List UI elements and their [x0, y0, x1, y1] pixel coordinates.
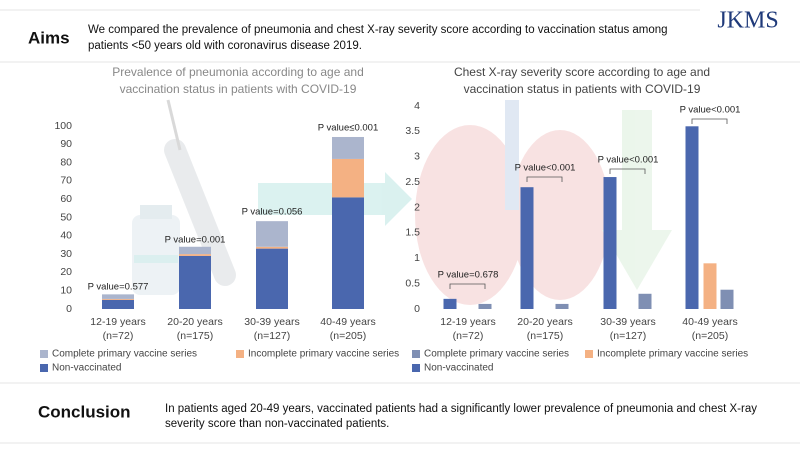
bar	[703, 263, 717, 309]
chart-title: Chest X-ray severity score according to …	[454, 65, 710, 79]
y-tick-label: 40	[60, 230, 72, 242]
x-tick-label: 12-19 years	[440, 316, 495, 328]
legend-label: Complete primary vaccine series	[424, 349, 569, 360]
x-tick-label: 12-19 years	[90, 316, 145, 328]
x-tick-label: (n=205)	[692, 330, 728, 342]
x-tick-label: (n=127)	[610, 330, 646, 342]
y-tick-label: 0	[66, 303, 72, 315]
bar	[685, 126, 699, 309]
legend-swatch	[40, 350, 48, 358]
y-tick-label: 4	[414, 100, 420, 112]
bar	[443, 298, 457, 309]
y-tick-label: 20	[60, 266, 72, 278]
y-tick-label: 60	[60, 193, 72, 205]
legend-swatch	[412, 350, 420, 358]
y-tick-label: 10	[60, 284, 72, 296]
y-tick-label: 80	[60, 156, 72, 168]
y-tick-label: 1	[414, 252, 420, 264]
aims-text: We compared the prevalence of pneumonia …	[88, 24, 668, 36]
bar-segment	[179, 246, 211, 255]
x-tick-label: 30-39 years	[244, 316, 299, 328]
annotation: P value=0.001	[165, 235, 226, 246]
bar-segment	[332, 197, 364, 309]
bracket	[691, 118, 728, 124]
y-tick-label: 2	[414, 201, 420, 213]
bar	[520, 187, 534, 309]
aims-heading: Aims	[28, 28, 70, 47]
x-tick-label: (n=205)	[330, 330, 366, 342]
legend-label: Non-vaccinated	[424, 363, 493, 374]
legend-label: Incomplete primary vaccine series	[597, 349, 748, 360]
bar-segment	[332, 136, 364, 159]
y-tick-label: 90	[60, 138, 72, 150]
conclusion-text: severity score than non-vaccinated patie…	[165, 418, 389, 430]
annotation: P value=0.577	[88, 282, 149, 293]
bracket	[449, 283, 486, 289]
conclusion-text: In patients aged 20-49 years, vaccinated…	[165, 403, 757, 415]
legend-swatch	[412, 364, 420, 372]
conclusion-heading: Conclusion	[38, 402, 131, 421]
aims-text: patients <50 years old with coronavirus …	[88, 40, 362, 52]
bar	[603, 177, 617, 309]
annotation: P value=0.056	[242, 207, 303, 218]
y-tick-label: 0	[414, 303, 420, 315]
y-tick-label: 50	[60, 211, 72, 223]
annotation: P value=0.678	[438, 270, 499, 281]
x-tick-label: 20-20 years	[517, 316, 572, 328]
annotation: P value<0.001	[515, 163, 576, 174]
bar-segment	[256, 248, 288, 309]
legend-label: Complete primary vaccine series	[52, 349, 197, 360]
bar-segment	[102, 294, 134, 299]
x-tick-label: (n=175)	[527, 330, 563, 342]
bar	[555, 303, 569, 309]
y-tick-label: 1.5	[405, 227, 420, 239]
bar-segment	[256, 221, 288, 247]
bar-segment	[102, 298, 134, 300]
x-tick-label: 40-49 years	[682, 316, 737, 328]
bracket	[609, 168, 646, 174]
legend-label: Non-vaccinated	[52, 363, 121, 374]
y-tick-label: 3	[414, 151, 420, 163]
y-tick-label: 3.5	[405, 125, 420, 137]
x-tick-label: (n=175)	[177, 330, 213, 342]
chart-title: vaccination status in patients with COVI…	[464, 82, 701, 96]
x-tick-label: (n=127)	[254, 330, 290, 342]
x-tick-label: 40-49 years	[320, 316, 375, 328]
y-tick-label: 0.5	[405, 277, 420, 289]
x-tick-label: 30-39 years	[600, 316, 655, 328]
annotation: P value<0.001	[598, 155, 659, 166]
legend-swatch	[236, 350, 244, 358]
chart-title: Prevalence of pneumonia according to age…	[112, 65, 364, 79]
x-tick-label: 20-20 years	[167, 316, 222, 328]
x-tick-label: (n=72)	[453, 330, 484, 342]
legend-swatch	[585, 350, 593, 358]
y-tick-label: 100	[54, 120, 72, 132]
bar	[720, 289, 734, 309]
bar-segment	[179, 254, 211, 256]
bar-segment	[179, 255, 211, 309]
y-tick-label: 30	[60, 248, 72, 260]
bar	[638, 293, 652, 309]
annotation: P value≤0.001	[318, 123, 379, 134]
bar-segment	[102, 299, 134, 309]
bar-segment	[332, 158, 364, 198]
bracket	[526, 176, 563, 182]
annotation: P value<0.001	[680, 105, 741, 116]
chart-title: vaccination status in patients with COVI…	[120, 82, 357, 96]
y-tick-label: 2.5	[405, 176, 420, 188]
logo: JKMS	[717, 8, 778, 34]
bar	[478, 303, 492, 309]
x-tick-label: (n=72)	[103, 330, 134, 342]
legend-label: Incomplete primary vaccine series	[248, 349, 399, 360]
bar-segment	[256, 246, 288, 249]
y-tick-label: 70	[60, 175, 72, 187]
legend-swatch	[40, 364, 48, 372]
